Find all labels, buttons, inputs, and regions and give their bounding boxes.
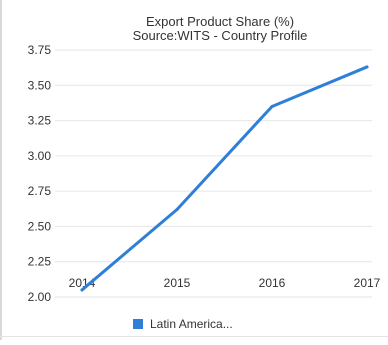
chart-subtitle: Source:WITS - Country Profile [133, 28, 308, 43]
series-line[interactable] [82, 67, 367, 290]
left-border [0, 0, 2, 340]
series-group [81, 65, 369, 291]
y-tick-label: 3.75 [28, 43, 52, 57]
x-axis-ticks: 2014 2015 2016 2017 [69, 276, 381, 290]
legend-label: Latin America... [150, 317, 233, 331]
data-point[interactable] [366, 65, 369, 68]
y-tick-label: 2.00 [28, 290, 52, 304]
data-point[interactable] [81, 288, 84, 291]
bottom-rule [0, 336, 388, 337]
y-tick-label: 2.50 [28, 219, 52, 233]
x-tick-label: 2015 [164, 276, 191, 290]
y-tick-label: 3.50 [28, 78, 52, 92]
data-point[interactable] [176, 208, 179, 211]
y-axis-ticks: 2.00 2.25 2.50 2.75 3.00 3.25 3.50 3.75 [28, 43, 52, 304]
legend[interactable]: Latin America... [133, 317, 233, 331]
y-tick-label: 3.00 [28, 149, 52, 163]
y-tick-label: 2.75 [28, 184, 52, 198]
x-tick-label: 2017 [354, 276, 381, 290]
y-tick-label: 2.25 [28, 255, 52, 269]
data-point[interactable] [271, 105, 274, 108]
grid-lines [55, 50, 372, 297]
y-tick-label: 3.25 [28, 114, 52, 128]
legend-swatch [133, 319, 143, 329]
chart-title: Export Product Share (%) [146, 14, 294, 29]
x-tick-label: 2016 [259, 276, 286, 290]
